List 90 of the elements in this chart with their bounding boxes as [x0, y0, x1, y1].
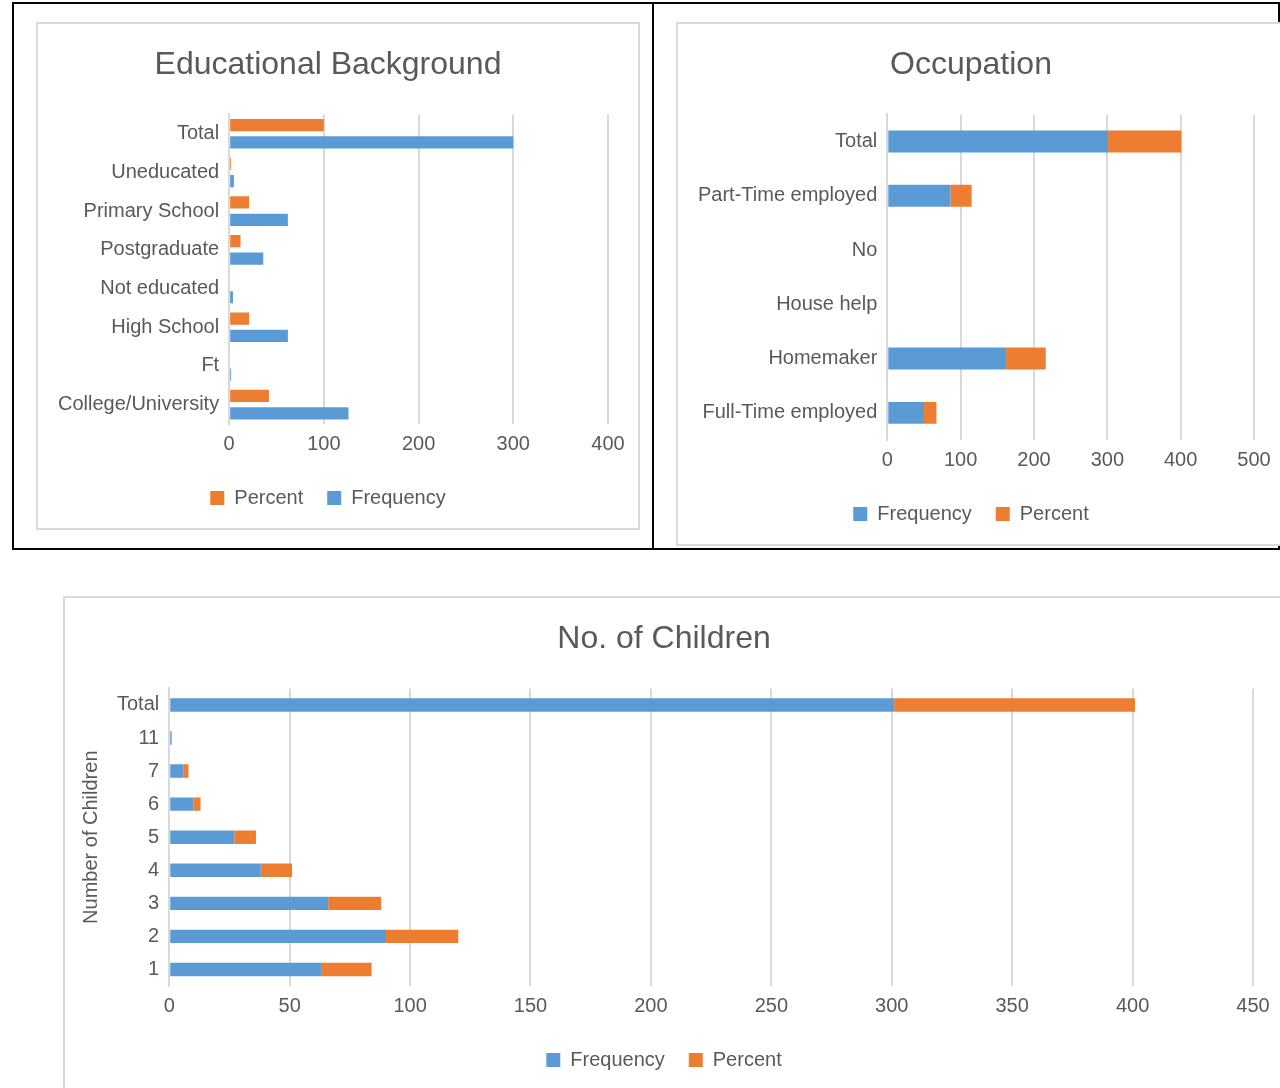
bar [170, 929, 386, 944]
y-tick-label: 7 [148, 758, 160, 781]
x-tick-label: 400 [1115, 993, 1150, 1016]
y-tick-label: Uneducated [111, 159, 220, 182]
bar [386, 929, 459, 944]
y-tick-label: Postgraduate [100, 237, 220, 260]
x-tick-label: 300 [875, 993, 909, 1016]
bar [1006, 347, 1046, 370]
y-tick-label: House help [776, 291, 878, 314]
bar [193, 797, 201, 811]
y-tick-label: 1 [148, 956, 160, 979]
x-tick-label: 350 [995, 993, 1029, 1016]
x-tick-label: 500 [1237, 447, 1271, 470]
x-tick-label: 100 [307, 431, 341, 454]
bar [230, 312, 250, 325]
bar [260, 863, 293, 877]
bar [230, 136, 514, 149]
x-tick-label: 200 [634, 993, 668, 1016]
y-tick-label: High School [111, 314, 220, 337]
bar [950, 184, 972, 207]
y-tick-label: Homemaker [768, 346, 878, 369]
bar [230, 389, 269, 403]
y-axis-title: Number of Children [78, 750, 101, 924]
x-tick-label: 450 [1236, 993, 1270, 1016]
y-tick-label: 2 [148, 923, 160, 946]
bar [170, 863, 261, 877]
bar [230, 329, 288, 343]
bar [1108, 130, 1182, 153]
legend-label: Percent [712, 1047, 783, 1070]
chart-title: Occupation [890, 45, 1052, 82]
y-tick-label: 3 [148, 890, 160, 913]
y-tick-label: 11 [138, 725, 160, 748]
legend-label: Frequency [351, 485, 446, 508]
y-tick-label: 6 [148, 791, 160, 814]
bar [230, 235, 241, 248]
bar [888, 347, 1007, 370]
bar [183, 764, 189, 778]
bar [923, 401, 937, 424]
bar [888, 184, 951, 207]
y-tick-label: No [851, 237, 878, 260]
bar [230, 118, 324, 132]
x-tick-label: 0 [881, 447, 893, 470]
bar [230, 213, 288, 226]
bar [888, 401, 924, 424]
y-tick-label: Total [117, 692, 160, 715]
x-tick-label: 250 [754, 993, 789, 1016]
bar [230, 252, 264, 265]
y-tick-label: Primary School [83, 198, 220, 221]
y-tick-label: Total [835, 129, 878, 152]
bar [230, 196, 250, 209]
bar [170, 896, 329, 911]
x-tick-label: 100 [943, 447, 978, 470]
x-tick-label: 200 [401, 431, 436, 454]
bar [320, 962, 372, 977]
y-tick-label: 5 [148, 824, 160, 847]
x-tick-label: 0 [223, 431, 235, 454]
x-tick-label: 200 [1017, 447, 1051, 470]
bar [894, 698, 1135, 712]
y-tick-label: College/University [58, 392, 220, 415]
x-tick-label: 150 [513, 993, 548, 1016]
y-tick-label: Part-Time employed [697, 183, 878, 206]
y-tick-label: Full-Time employed [702, 400, 878, 423]
y-tick-label: Ft [201, 353, 220, 376]
bar [230, 175, 234, 188]
chart-title: Educational Background [154, 45, 502, 82]
x-tick-label: 400 [1163, 447, 1198, 470]
x-tick-label: 300 [1090, 447, 1125, 470]
y-tick-label: 4 [148, 857, 160, 880]
bar [170, 698, 895, 712]
legend-label: Frequency [877, 501, 972, 524]
bar [170, 830, 235, 844]
x-tick-label: 400 [591, 431, 625, 454]
y-tick-label: Total [176, 121, 220, 144]
chart-title: No. of Children [557, 619, 771, 656]
bar [230, 407, 349, 420]
bar [170, 797, 194, 811]
legend-label: Percent [234, 485, 304, 508]
y-tick-label: Not educated [100, 276, 220, 299]
x-tick-label: 100 [393, 993, 427, 1016]
bar [328, 896, 382, 911]
bar [230, 291, 233, 304]
legend-label: Frequency [570, 1047, 665, 1070]
bar [234, 830, 256, 844]
legend-label: Percent [1019, 501, 1090, 524]
bar [888, 130, 1109, 153]
x-tick-label: 50 [278, 993, 301, 1016]
bar [170, 764, 184, 778]
x-tick-label: 0 [163, 993, 175, 1016]
bar [170, 962, 321, 977]
x-tick-label: 300 [496, 431, 530, 454]
